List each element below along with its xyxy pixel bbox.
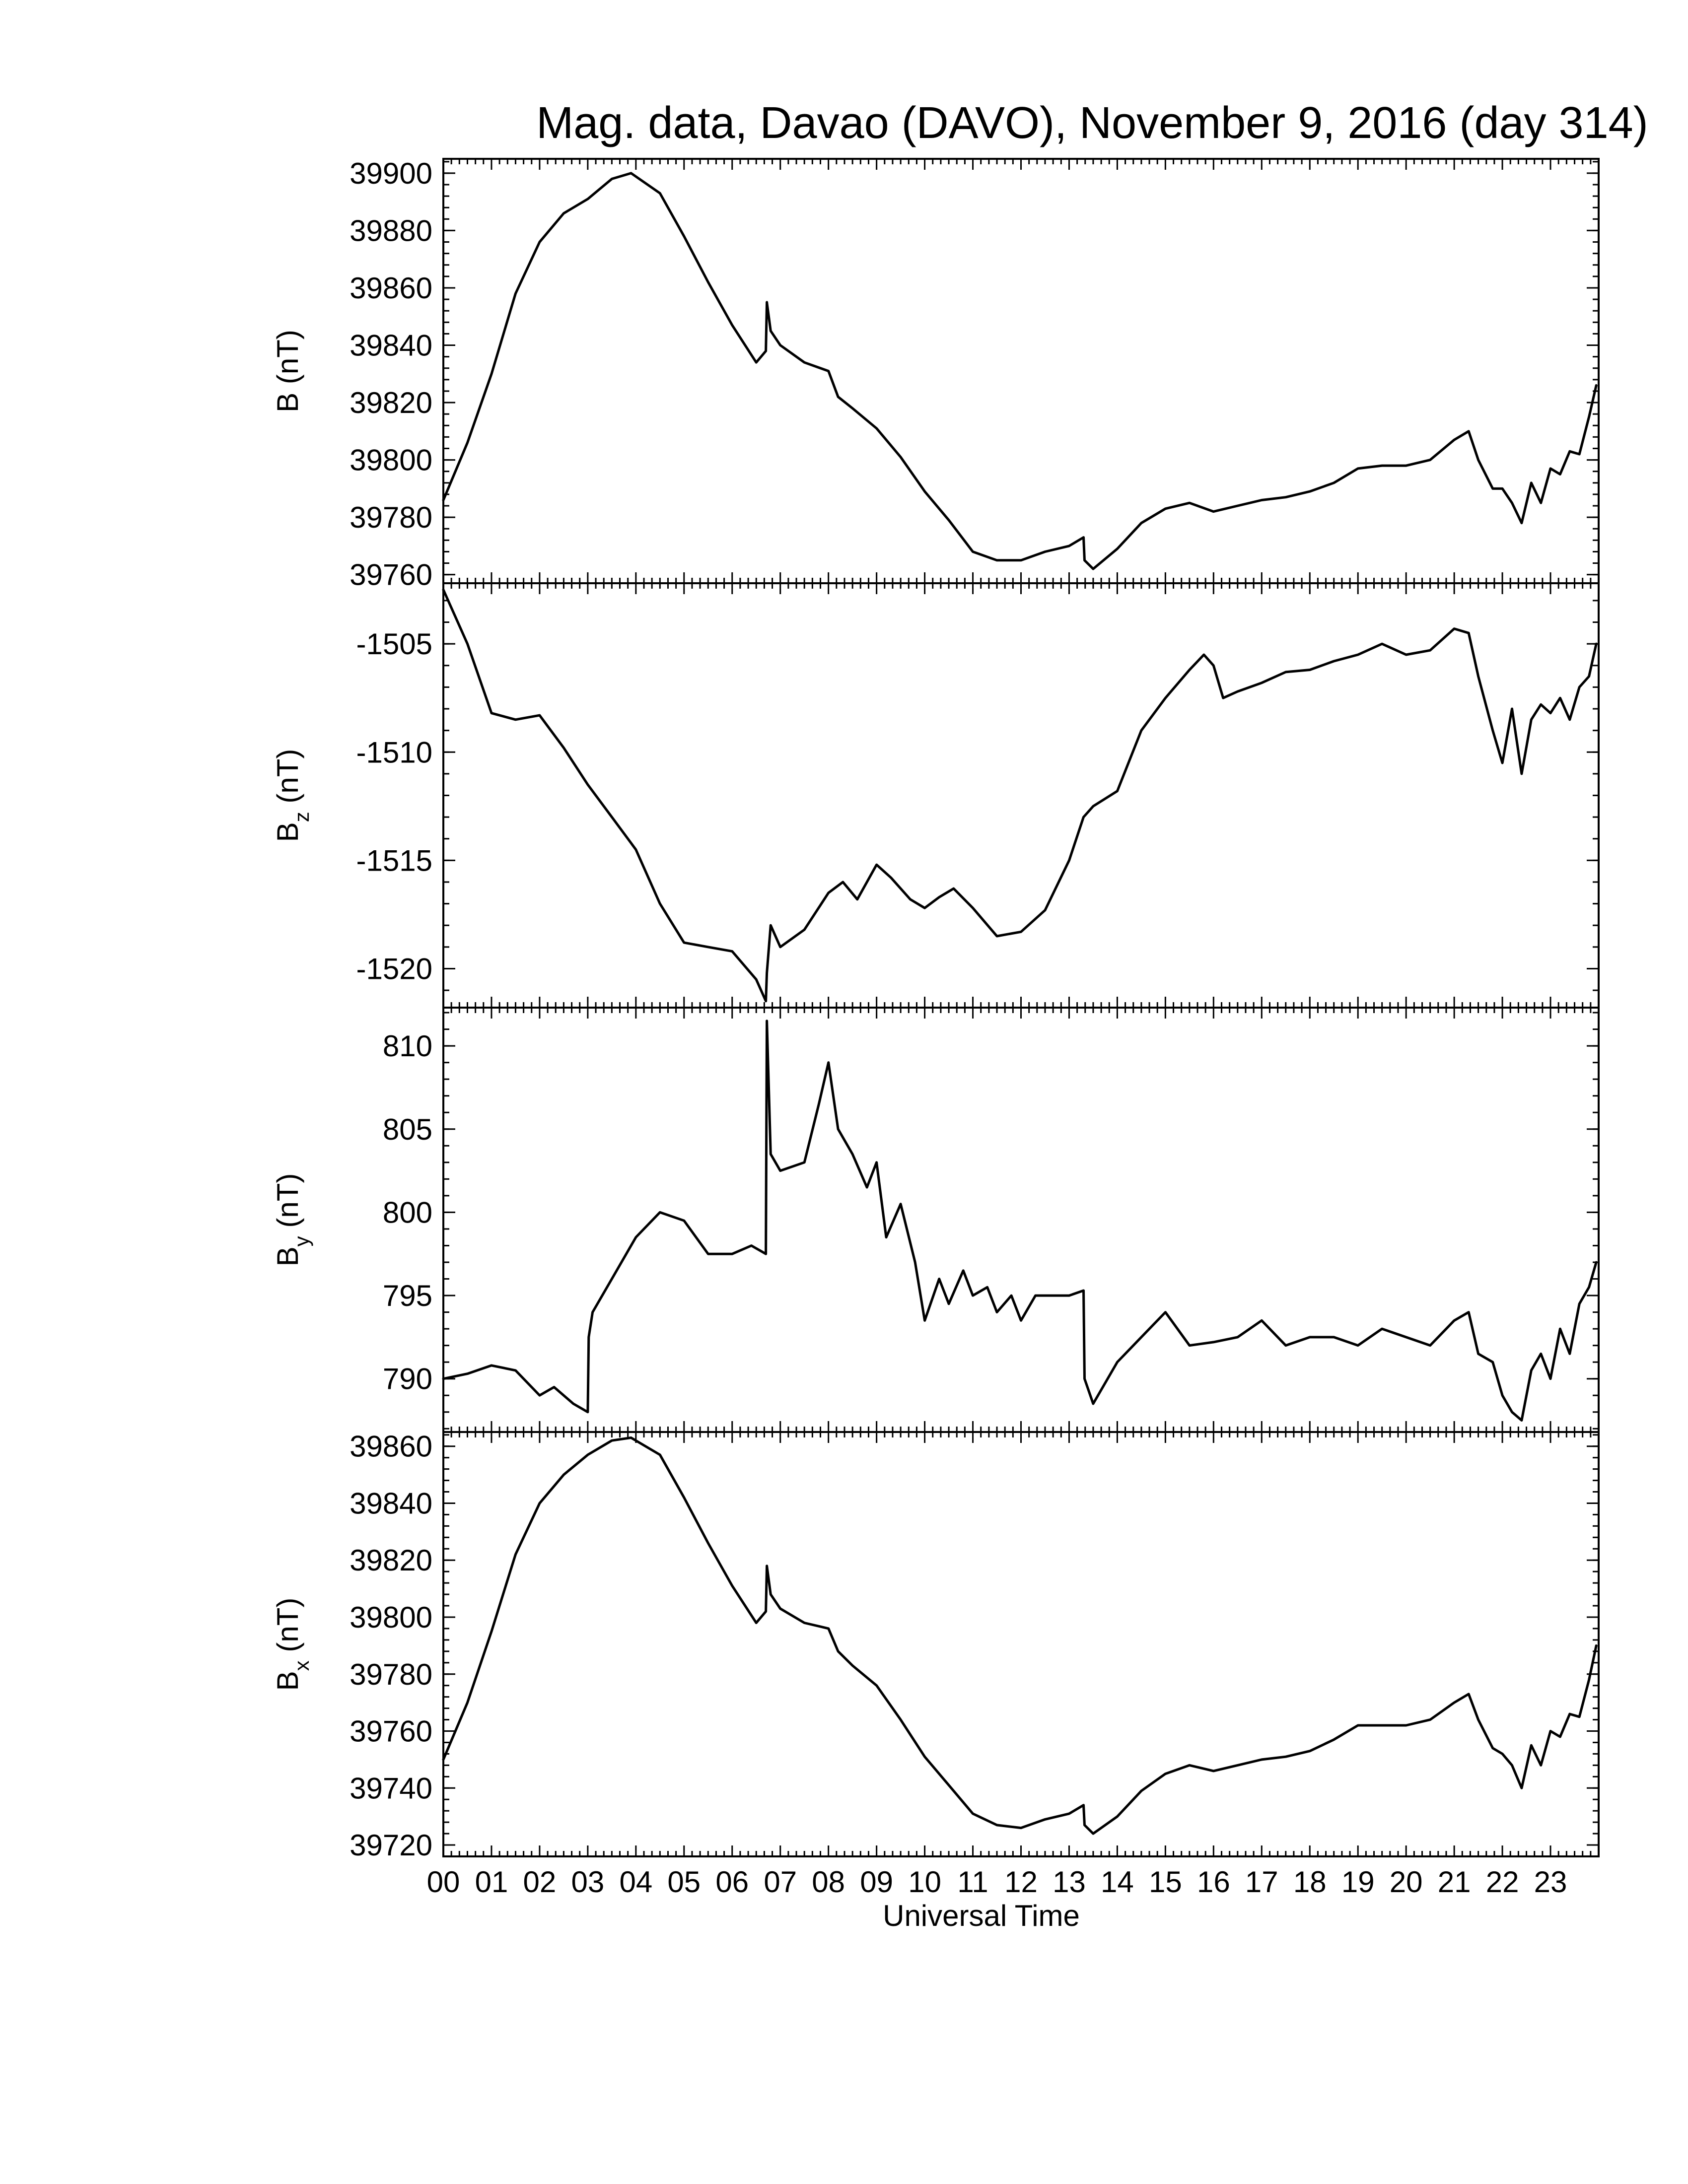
x-tick-label: 08 (812, 1865, 845, 1899)
x-axis-label: Universal Time (883, 1899, 1080, 1932)
panel-B: 39760 39780 39800 39820 39840 39860 39880 39900… (271, 157, 1600, 592)
plot-frame (442, 582, 1600, 1009)
x-tick-label: 23 (1534, 1865, 1567, 1899)
x-tick-label: 04 (619, 1865, 652, 1899)
y-tick-label: 39820 (350, 1544, 432, 1577)
x-tick-label: 15 (1149, 1865, 1182, 1899)
y-tick-label: -1510 (356, 736, 432, 769)
x-tick-label: 18 (1293, 1865, 1327, 1899)
panel-Bx: 39720 39740 39760 39780 39800 39820 39840 39860… (271, 1430, 1600, 1862)
x-tick-label: 13 (1053, 1865, 1086, 1899)
x-tick-label: 10 (908, 1865, 941, 1899)
panels: 39760 39780 39800 39820 39840 39860 39880 39900… (271, 157, 1600, 1932)
x-tick-label: 14 (1101, 1865, 1134, 1899)
series-Bz-line (442, 588, 1598, 1003)
x-tick-label: 20 (1390, 1865, 1423, 1899)
y-tick-label: 39760 (350, 558, 432, 592)
y-tick-label: 39860 (350, 1430, 432, 1463)
x-tick-label: 07 (764, 1865, 797, 1899)
y-tick-label: 39800 (350, 444, 432, 477)
y-tick-label: 39760 (350, 1715, 432, 1748)
y-tick-label: 39880 (350, 214, 432, 247)
chart-title: Mag. data, Davao (DAVO), November 9, 201… (536, 98, 1648, 148)
x-tick-label: 12 (1004, 1865, 1038, 1899)
y-tick-label: -1515 (356, 844, 432, 877)
y-axis-label: B (nT) (271, 330, 304, 412)
y-tick-label: 39840 (350, 1487, 432, 1520)
series-By-line (442, 1020, 1598, 1422)
x-tick-label: 11 (957, 1865, 988, 1899)
y-tick-label: 39820 (350, 386, 432, 419)
series-B-line (442, 172, 1598, 570)
y-tick-label: 39860 (350, 272, 432, 305)
y-axis-label: Bz (nT) (271, 749, 313, 842)
panel-By: 790 795 800 805 810 By (nT) (271, 1007, 1600, 1433)
y-tick-label: 805 (383, 1113, 432, 1146)
y-tick-label: 800 (383, 1196, 432, 1229)
x-tick-label: 19 (1341, 1865, 1375, 1899)
x-tick-label: 21 (1438, 1865, 1471, 1899)
y-axis-label: Bx (nT) (271, 1598, 313, 1691)
y-tick-label: 39720 (350, 1829, 432, 1862)
x-tick-label: 01 (475, 1865, 508, 1899)
x-tick-label: 22 (1486, 1865, 1519, 1899)
y-axis-label: By (nT) (271, 1173, 313, 1267)
y-tick-label: 39800 (350, 1601, 432, 1634)
y-tick-label: 810 (383, 1029, 432, 1063)
x-tick-label: 06 (715, 1865, 749, 1899)
plot-frame (442, 158, 1600, 584)
y-tick-label: -1505 (356, 627, 432, 661)
x-tick-label: 16 (1197, 1865, 1230, 1899)
x-tick-label: 02 (523, 1865, 557, 1899)
y-tick-label: 39780 (350, 501, 432, 534)
x-tick-label: 09 (860, 1865, 893, 1899)
plot-frame (442, 1431, 1600, 1857)
y-tick-label: -1520 (356, 952, 432, 985)
y-tick-label: 795 (383, 1279, 432, 1312)
y-tick-label: 39740 (350, 1772, 432, 1805)
y-tick-label: 39780 (350, 1658, 432, 1691)
series-Bx-line (442, 1436, 1598, 1835)
x-tick-label: 05 (667, 1865, 701, 1899)
plot-frame (442, 1007, 1600, 1433)
y-tick-label: 39900 (350, 157, 432, 190)
x-tick-label: 00 (427, 1865, 460, 1899)
x-tick-label: 03 (571, 1865, 605, 1899)
y-tick-label: 790 (383, 1363, 432, 1396)
y-tick-label: 39840 (350, 329, 432, 362)
panel-Bz: -1520 -1515 -1510 -1505 Bz (nT) (271, 582, 1600, 1009)
x-tick-label: 17 (1245, 1865, 1278, 1899)
